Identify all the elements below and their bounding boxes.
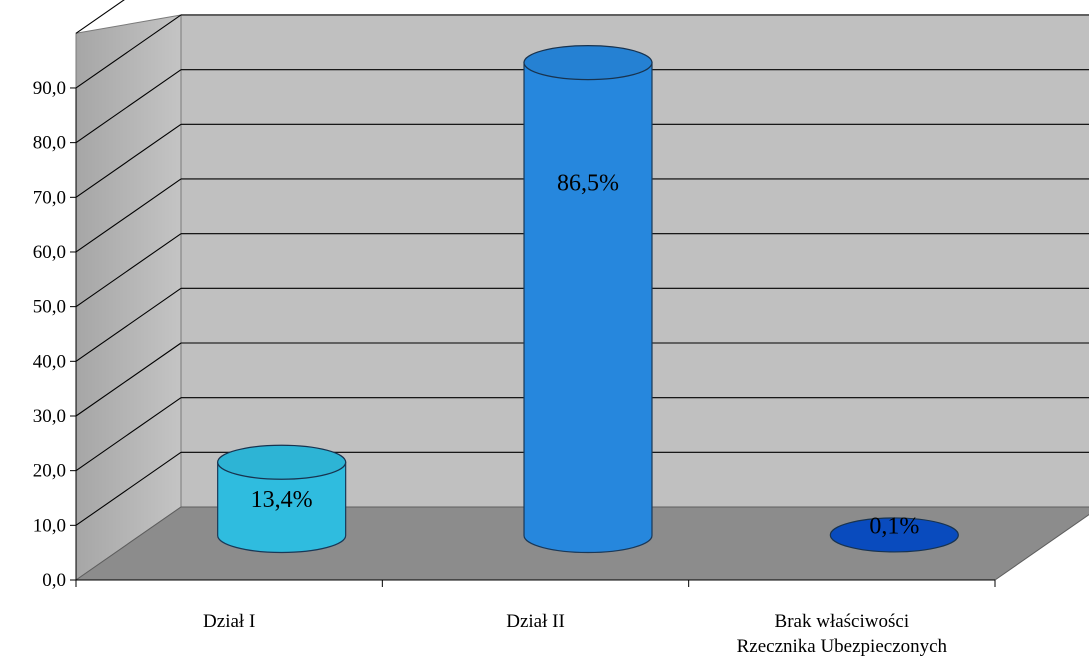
bar: [217, 444, 347, 554]
bar-body: [523, 62, 653, 554]
data-label: 13,4%: [251, 487, 313, 513]
gridline-side: [75, 342, 182, 417]
y-tick-label: 30,0: [33, 406, 66, 427]
bar-top: [217, 444, 347, 480]
bar: [829, 517, 959, 553]
y-tick-label: 50,0: [33, 297, 66, 318]
category-label: Rzecznika Ubezpieczonych: [737, 636, 948, 657]
bar-top: [523, 45, 653, 81]
gridline-side: [75, 233, 182, 308]
y-tick-label: 20,0: [33, 461, 66, 482]
bar-body: [217, 461, 347, 554]
gridline-side: [75, 451, 182, 526]
gridline-side: [75, 14, 182, 89]
data-label: 86,5%: [557, 170, 619, 196]
bars: [217, 45, 959, 554]
category-label: Brak właściwości: [775, 611, 910, 632]
gridline-side: [75, 178, 182, 253]
y-tick-label: 40,0: [33, 351, 66, 372]
y-tick-label: 80,0: [33, 133, 66, 154]
y-tick-label: 70,0: [33, 187, 66, 208]
y-tick-label: 0,0: [42, 570, 66, 591]
gridline-side: [75, 397, 182, 472]
bar-shade: [217, 462, 346, 553]
bar-shade: [524, 62, 652, 553]
gridline-side: [75, 0, 125, 34]
data-label: 0,1%: [869, 514, 919, 540]
category-label: Dział II: [506, 611, 565, 632]
bar: [523, 45, 653, 554]
y-axis: 0,0 10,0 20,0 30,0 40,0 50,0 60,0 70,0 80,0 90,0: [33, 78, 77, 591]
gridline-side: [75, 287, 182, 362]
y-tick-label: 60,0: [33, 242, 66, 263]
gridline-side: [75, 69, 182, 144]
category-label: Dział I: [203, 611, 255, 632]
side-wall: [75, 14, 182, 581]
y-tick-label: 90,0: [33, 78, 66, 99]
x-axis: Dział I Dział II Brak właściwości Rzecznika…: [75, 579, 996, 657]
gridline-side: [75, 123, 182, 198]
bar-top: [829, 517, 959, 553]
data-labels: 13,4% 86,5% 0,1%: [251, 170, 920, 539]
y-tick-label: 10,0: [33, 515, 66, 536]
